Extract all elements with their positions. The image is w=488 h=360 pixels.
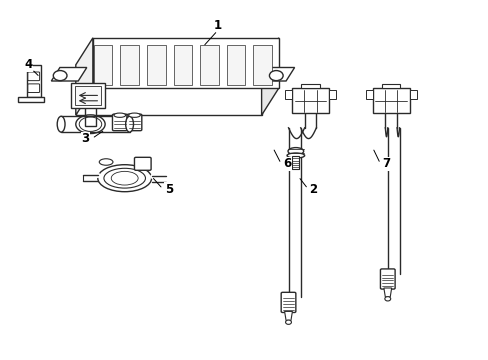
Polygon shape [253,45,271,85]
Circle shape [53,71,67,81]
FancyBboxPatch shape [112,114,127,131]
Polygon shape [71,83,105,108]
FancyBboxPatch shape [380,269,394,289]
Text: 2: 2 [308,183,316,195]
Text: 5: 5 [164,183,172,195]
Polygon shape [27,65,41,97]
Circle shape [269,71,283,81]
FancyBboxPatch shape [281,292,295,312]
Circle shape [285,320,291,324]
Polygon shape [75,86,101,105]
Polygon shape [51,68,87,81]
Polygon shape [94,45,112,85]
FancyBboxPatch shape [134,157,151,170]
Polygon shape [85,106,96,126]
Text: 1: 1 [213,19,221,32]
Circle shape [88,102,92,105]
Polygon shape [226,45,244,85]
Polygon shape [200,45,218,85]
Polygon shape [301,84,319,88]
Polygon shape [365,90,372,99]
Polygon shape [18,97,43,102]
Polygon shape [372,88,409,113]
FancyBboxPatch shape [127,114,142,131]
Ellipse shape [114,113,125,117]
Circle shape [384,297,390,301]
Ellipse shape [128,113,140,117]
Ellipse shape [98,165,151,192]
Polygon shape [76,65,261,115]
Polygon shape [76,38,93,115]
Polygon shape [259,68,294,81]
Ellipse shape [99,159,113,165]
FancyBboxPatch shape [28,72,40,81]
Ellipse shape [287,148,303,155]
Ellipse shape [104,168,145,188]
Ellipse shape [57,116,65,132]
Text: 4: 4 [24,58,32,71]
Text: 3: 3 [81,132,89,145]
Ellipse shape [286,153,304,158]
Polygon shape [120,45,139,85]
Ellipse shape [83,100,97,106]
Text: 6: 6 [283,157,291,170]
Ellipse shape [125,116,133,132]
Polygon shape [261,38,278,115]
Polygon shape [147,45,165,85]
FancyBboxPatch shape [28,84,40,93]
Polygon shape [284,90,292,99]
Polygon shape [292,88,328,113]
Ellipse shape [111,171,138,185]
Text: 7: 7 [382,157,389,170]
Polygon shape [328,90,336,99]
Polygon shape [93,38,278,88]
Polygon shape [383,288,391,297]
Polygon shape [173,45,192,85]
FancyBboxPatch shape [292,156,299,169]
Polygon shape [381,84,400,88]
Polygon shape [409,90,416,99]
Polygon shape [284,311,292,320]
